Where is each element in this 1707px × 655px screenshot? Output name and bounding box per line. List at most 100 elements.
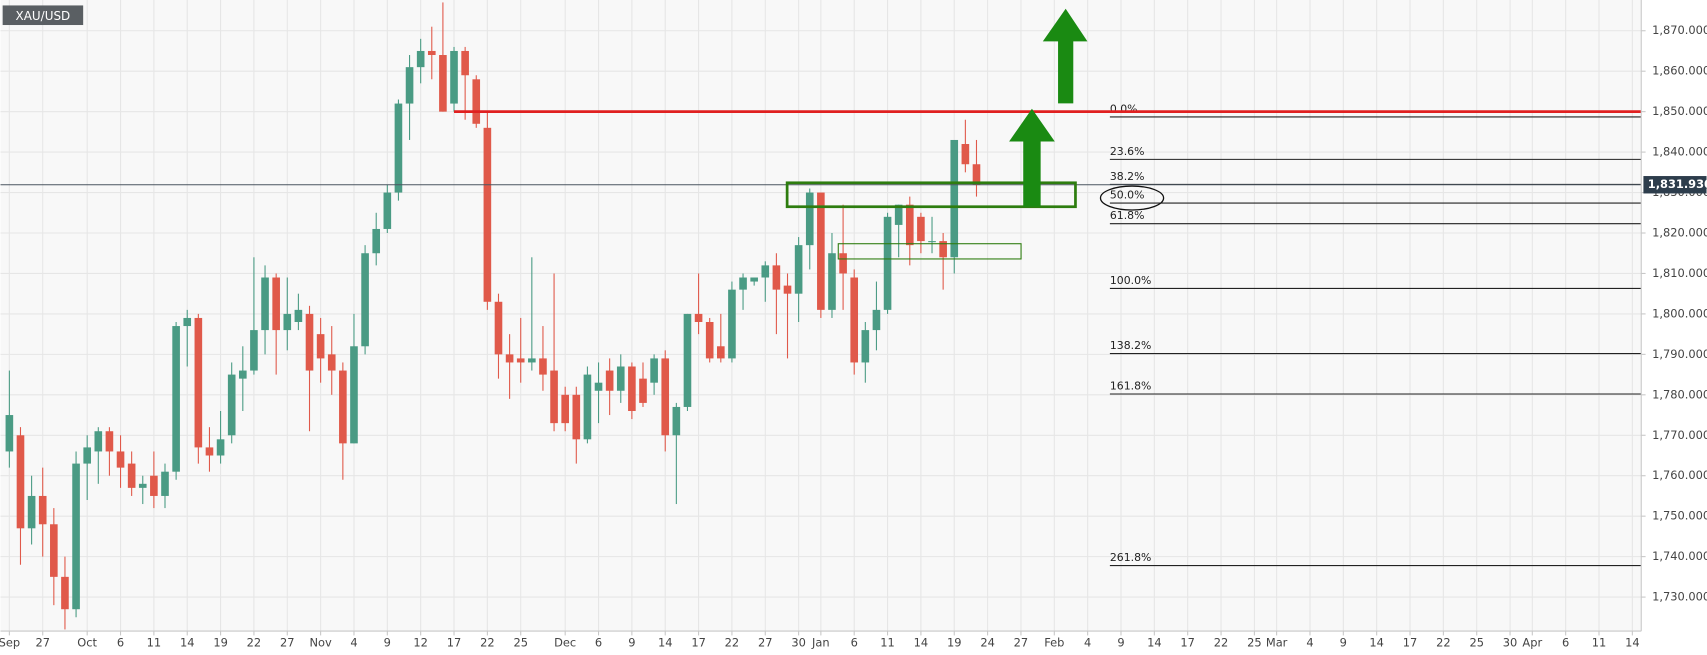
fib-label: 100.0%: [1110, 274, 1151, 287]
x-tick-label: 14: [180, 636, 195, 650]
x-tick-label: 27: [280, 636, 295, 650]
fib-label: 0.0%: [1110, 102, 1138, 115]
x-tick-label: Oct: [77, 636, 97, 650]
breakout-zone: [785, 181, 1077, 209]
candle-body: [972, 164, 981, 185]
candle-body: [61, 576, 69, 610]
x-tick-label: 19: [947, 636, 962, 650]
y-tick-label: 1,800.0000: [1652, 306, 1707, 320]
x-tick-label: 25: [1247, 636, 1262, 650]
candle-body: [528, 358, 536, 363]
y-tick-label: 1,870.0000: [1652, 23, 1707, 37]
candle-body: [828, 253, 836, 310]
candle-body: [594, 382, 603, 391]
y-tick-label: 1,770.0000: [1652, 428, 1707, 442]
x-tick-label: Nov: [309, 636, 332, 650]
candle-body: [705, 322, 714, 359]
fib-label: 161.8%: [1110, 379, 1151, 392]
candle-body: [394, 103, 403, 193]
candle-body: [327, 354, 336, 371]
candle-body: [38, 495, 47, 525]
candle-body: [683, 313, 692, 407]
candle-body: [450, 50, 458, 104]
candle-body: [861, 330, 870, 363]
candle-body: [905, 204, 914, 246]
y-tick-label: 1,730.0000: [1652, 590, 1707, 604]
candle-body: [416, 50, 425, 68]
candle-body: [650, 358, 658, 383]
candle-body: [783, 285, 792, 294]
candle-body: [472, 79, 481, 124]
x-tick-label: 9: [384, 636, 391, 650]
candle-body: [628, 366, 636, 412]
candle-body: [27, 495, 36, 529]
y-tick-label: 1,760.0000: [1652, 468, 1707, 482]
x-tick-label: 19: [213, 636, 228, 650]
candle-body: [5, 415, 14, 452]
fib-label: 61.8%: [1110, 209, 1145, 222]
x-tick-label: Dec: [554, 636, 576, 650]
x-tick-label: 11: [880, 636, 895, 650]
candle-body: [550, 370, 558, 424]
x-tick-label: 14: [1625, 636, 1640, 650]
candle-body: [250, 330, 258, 371]
x-tick-label: 14: [1147, 636, 1162, 650]
candle-body: [194, 317, 203, 448]
candle-body: [261, 277, 269, 331]
x-tick-label: 9: [1340, 636, 1347, 650]
x-tick-label: 25: [1469, 636, 1484, 650]
x-tick-label: 17: [1403, 636, 1418, 650]
x-tick-label: 9: [628, 636, 635, 650]
candle-body: [605, 370, 614, 391]
fib-label: 38.2%: [1110, 170, 1145, 183]
candle-body: [661, 358, 670, 436]
candle-body: [817, 192, 825, 310]
y-tick-label: 1,750.0000: [1652, 509, 1707, 523]
candle-body: [917, 216, 925, 242]
x-tick-label: 30: [791, 636, 806, 650]
x-tick-label: 6: [595, 636, 602, 650]
candle-body: [316, 334, 325, 359]
candle-body: [750, 277, 758, 282]
x-tick-label: 22: [480, 636, 495, 650]
candle-body: [150, 475, 158, 496]
x-tick-label: 14: [658, 636, 673, 650]
candle-body: [94, 431, 103, 452]
y-tick-label: 1,780.0000: [1652, 387, 1707, 401]
candle-body: [772, 265, 781, 290]
candle-body: [961, 144, 970, 165]
x-tick-label: 22: [725, 636, 740, 650]
x-tick-label: 27: [35, 636, 50, 650]
fib-label: 138.2%: [1110, 339, 1151, 352]
candle-body: [161, 471, 169, 496]
candle-body: [616, 366, 625, 391]
up-arrow: [1042, 8, 1088, 104]
candle-body: [427, 50, 436, 56]
candle-body: [894, 204, 903, 225]
candle-body: [839, 253, 847, 274]
x-tick-label: Apr: [1522, 636, 1542, 650]
x-tick-label: 14: [914, 636, 929, 650]
candle-body: [305, 313, 314, 371]
candle-body: [383, 192, 392, 229]
x-tick-label: 27: [1014, 636, 1029, 650]
candle-body: [639, 378, 647, 403]
x-tick-label: 12: [413, 636, 428, 650]
x-tick-label: 11: [1592, 636, 1607, 650]
candle-body: [72, 463, 80, 610]
candle-body: [127, 463, 136, 488]
x-tick-label: 4: [1084, 636, 1091, 650]
x-tick-label: 22: [1214, 636, 1229, 650]
candle-body: [516, 358, 525, 363]
candle-body: [350, 346, 358, 444]
x-tick-label: 30: [1503, 636, 1518, 650]
candle-body: [761, 265, 770, 278]
candle-body: [105, 431, 114, 452]
candle-body: [950, 139, 959, 258]
candle-body: [339, 370, 347, 444]
y-tick-label: 1,740.0000: [1652, 549, 1707, 563]
candle-body: [561, 394, 569, 424]
candle-body: [205, 447, 214, 456]
